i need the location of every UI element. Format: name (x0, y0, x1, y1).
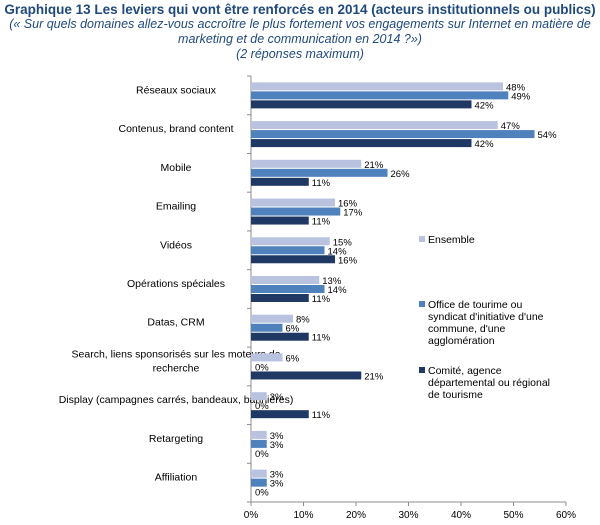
bar (251, 168, 388, 177)
bar-value-label: 16% (338, 255, 358, 266)
legend-label: de tourisme (428, 389, 483, 401)
bar-value-label: 3% (270, 470, 284, 481)
legend-label: départemental ou régional (428, 377, 550, 389)
bar-value-label: 21% (364, 371, 384, 382)
x-tick-label: 50% (503, 510, 523, 521)
bar-value-label: 47% (501, 121, 521, 132)
bar (251, 314, 293, 323)
bar (251, 207, 341, 216)
bar (251, 430, 267, 439)
bar (251, 285, 325, 293)
legend-swatch (419, 236, 425, 242)
bar-value-label: 0% (255, 488, 269, 499)
bar (251, 439, 267, 448)
bar-value-label: 16% (338, 199, 358, 210)
legend-label: agglomération (428, 335, 495, 347)
bar (251, 255, 335, 264)
bar-value-label: 42% (475, 100, 495, 111)
bar (251, 121, 498, 130)
bar-value-label: 17% (343, 208, 363, 219)
bar-value-label: 0% (255, 449, 269, 460)
bar (251, 198, 335, 207)
bar (251, 159, 362, 168)
x-tick-label: 20% (346, 510, 366, 521)
bar-value-label: 3% (270, 431, 284, 442)
legend-swatch (419, 367, 425, 373)
legend-label: Office de tourime ou (428, 299, 523, 311)
bar-value-label: 11% (312, 217, 331, 228)
category-label: Affiliation (155, 472, 198, 484)
bar (251, 332, 309, 341)
bar (251, 216, 309, 225)
bar-value-label: 48% (506, 82, 526, 93)
bar-value-label: 11% (312, 178, 331, 189)
bar (251, 130, 535, 139)
category-label: Retargeting (149, 433, 203, 445)
bar (251, 353, 283, 362)
bar (251, 371, 362, 380)
chart-title: Graphique 13 Les leviers qui vont être r… (4, 2, 596, 17)
bar-value-label: 11% (312, 333, 331, 344)
bar-value-label: 42% (475, 139, 495, 150)
bar (251, 323, 283, 332)
bar-value-label: 3% (270, 392, 284, 403)
bar-value-label: 6% (286, 324, 300, 335)
bar-value-label: 0% (255, 362, 269, 373)
chart-header: Graphique 13 Les leviers qui vont être r… (0, 0, 600, 62)
legend-label: syndicat d'initiative d'une (428, 311, 544, 323)
bar-value-label: 14% (328, 246, 348, 257)
bar (251, 410, 309, 419)
category-label: Vidéos (160, 239, 192, 251)
bar-value-label: 21% (364, 160, 384, 171)
legend-label: Comité, agence (428, 365, 502, 377)
category-label: Search, liens sponsorisés sur les moteur… (72, 348, 281, 360)
bar (251, 294, 309, 302)
bar-value-label: 14% (328, 285, 348, 296)
category-label: Display (campagnes carrés, bandeaux, ban… (59, 394, 294, 406)
bar-value-label: 11% (312, 294, 331, 305)
bar (251, 237, 330, 246)
bar-value-label: 15% (333, 237, 353, 248)
bar-value-label: 26% (391, 169, 411, 180)
x-tick-label: 10% (293, 510, 313, 521)
legend-swatch (419, 301, 425, 307)
bar (251, 276, 320, 284)
bar (251, 246, 325, 255)
bar-value-label: 3% (270, 440, 284, 451)
category-label: Opérations spéciales (127, 278, 225, 290)
category-label: Emailing (156, 201, 196, 213)
x-tick-label: 30% (398, 510, 418, 521)
bar (251, 91, 509, 100)
chart-subtitle-line-3: (2 réponses maximum) (236, 47, 364, 61)
category-label: Mobile (161, 162, 192, 174)
bar-value-label: 49% (511, 91, 531, 102)
category-label: Datas, CRM (147, 317, 204, 329)
bar (251, 392, 267, 401)
chart-subtitle-line-1: (« Sur quels domaines allez-vous accroît… (9, 17, 591, 31)
x-tick-label: 60% (556, 510, 576, 521)
bar (251, 139, 472, 148)
category-label: recherche (153, 362, 200, 374)
chart-subtitle-line-2: marketing et de communication en 2014 ?»… (178, 32, 422, 46)
bar-value-label: 3% (270, 479, 284, 490)
bar (251, 82, 503, 91)
bar (251, 177, 309, 186)
bar-value-label: 54% (538, 130, 558, 141)
bar-value-label: 13% (322, 276, 342, 287)
legend-label: Ensemble (428, 234, 475, 246)
category-label: Réseaux sociaux (136, 84, 217, 96)
x-tick-label: 0% (244, 510, 259, 521)
category-label: Contenus, brand content (119, 123, 234, 135)
x-tick-label: 40% (451, 510, 471, 521)
legend-label: commune, d'une (428, 323, 505, 335)
bar (251, 478, 267, 487)
bar-value-label: 6% (286, 353, 300, 364)
bar-value-label: 11% (312, 410, 331, 421)
bar-value-label: 0% (255, 401, 269, 412)
bar (251, 100, 472, 109)
bar (251, 469, 267, 478)
bar-value-label: 8% (296, 315, 310, 326)
